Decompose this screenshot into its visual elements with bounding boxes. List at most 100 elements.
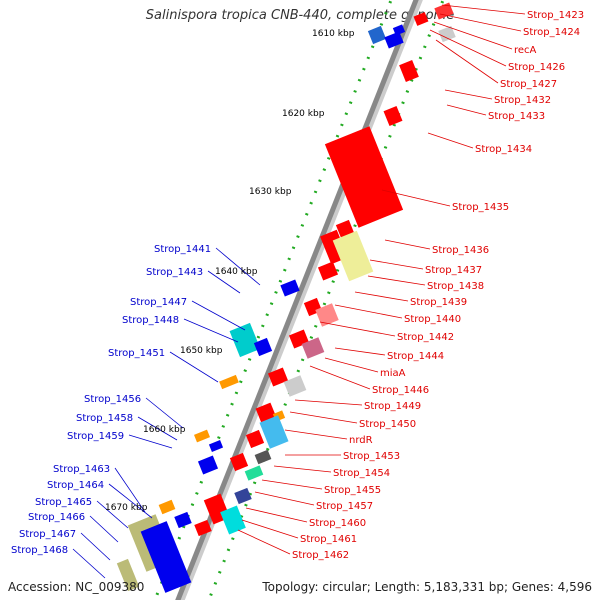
gene-label-reverse[interactable]: Strop_1467 [19,529,76,540]
gene-feature [229,452,249,472]
gene-label-forward[interactable]: nrdR [349,435,373,446]
tick-label: 1610 kbp [312,29,355,39]
gene-feature [335,219,355,239]
leader-line [96,500,129,529]
gene-label-forward[interactable]: Strop_1437 [425,265,482,276]
leader-line [309,365,371,390]
gene-feature [234,487,252,505]
gene-label-reverse[interactable]: Strop_1463 [53,464,110,475]
leader-line [241,519,299,539]
gene-feature [438,25,456,43]
gene-label-forward[interactable]: Strop_1426 [508,62,565,73]
gene-feature [194,429,210,443]
tick-label: 1630 kbp [249,187,292,197]
topology-label: Topology: circular; Length: 5,183,331 bp… [262,580,592,594]
gene-feature [244,465,264,481]
gene-feature [197,455,219,475]
gene-label-reverse[interactable]: Strop_1451 [108,348,165,359]
gene-feature [384,31,404,49]
accession-label: Accession: NC_009380 [8,580,145,594]
gene-label-forward[interactable]: Strop_1444 [387,351,444,362]
gene-feature [140,521,192,593]
gene-label-forward[interactable]: Strop_1434 [475,144,532,155]
gene-label-reverse[interactable]: Strop_1459 [67,431,124,442]
gene-label-forward[interactable]: Strop_1439 [410,297,467,308]
leader-line [254,491,315,506]
gene-label-forward[interactable]: Strop_1442 [397,332,454,343]
gene-label-forward[interactable]: Strop_1446 [372,385,429,396]
gene-label-forward[interactable]: recA [514,45,537,56]
gene-label-forward[interactable]: Strop_1461 [300,534,357,545]
gene-label-forward[interactable]: Strop_1449 [364,401,421,412]
gene-label-reverse[interactable]: Strop_1443 [146,267,203,278]
gene-label-reverse[interactable]: Strop_1456 [84,394,141,405]
gene-label-reverse[interactable]: Strop_1448 [122,315,179,326]
tick-label: 1620 kbp [282,109,325,119]
leader-line [367,275,426,286]
leader-line [439,13,522,32]
feature-track [116,2,456,593]
leader-line [435,39,499,84]
gene-label-forward[interactable]: Strop_1424 [523,27,580,38]
tick-label: 1640 kbp [215,267,258,277]
gene-feature [253,337,273,357]
gene-label-forward[interactable]: Strop_1423 [527,10,584,21]
gene-feature [245,429,265,449]
gene-label-forward[interactable]: Strop_1436 [432,245,489,256]
gene-feature [317,261,339,281]
gene-feature [220,505,246,535]
leader-line [381,189,451,207]
leader-line [114,467,146,513]
gene-label-forward[interactable]: Strop_1455 [324,485,381,496]
tick-labels: 1610 kbp 1620 kbp 1630 kbp 1640 kbp 1650 kbp… [105,29,355,513]
gene-label-forward[interactable]: Strop_1450 [359,419,416,430]
gene-label-forward[interactable]: miaA [380,368,406,379]
tick-label: 1660 kbp [143,425,186,435]
leader-line [284,429,348,440]
gene-label-forward[interactable]: Strop_1438 [427,281,484,292]
gene-label-forward[interactable]: Strop_1460 [309,518,366,529]
tick-label: 1670 kbp [105,503,148,513]
gene-feature [219,374,239,390]
leader-line [128,434,173,449]
leader-line [237,529,291,555]
gene-label-reverse[interactable]: Strop_1447 [130,297,187,308]
leader-line [108,483,153,519]
leader-line [441,4,526,15]
gene-label-forward[interactable]: Strop_1457 [316,501,373,512]
gene-feature [208,440,224,452]
gene-feature [399,60,419,82]
label-leaders [72,4,526,579]
leader-line [215,247,261,286]
leader-line [369,259,424,270]
gene-label-reverse[interactable]: Strop_1441 [154,244,211,255]
gene-label-forward[interactable]: Strop_1454 [333,468,390,479]
leader-line [169,351,219,383]
gene-label-forward[interactable]: Strop_1432 [494,95,551,106]
leader-line [80,532,111,561]
leader-line [294,399,363,406]
gene-label-forward[interactable]: Strop_1462 [292,550,349,561]
gene-label-reverse[interactable]: Strop_1466 [28,512,85,523]
gene-feature [116,558,140,592]
gene-feature [194,519,212,537]
gene-feature [280,279,300,297]
leader-line [89,515,119,543]
leader-line [334,347,386,356]
gene-feature [267,367,289,387]
gene-feature [383,105,403,127]
gene-label-forward[interactable]: Strop_1453 [343,451,400,462]
gene-label-forward[interactable]: Strop_1435 [452,202,509,213]
gene-label-forward[interactable]: Strop_1440 [404,314,461,325]
gene-label-forward[interactable]: Strop_1427 [500,79,557,90]
leader-line [191,300,246,331]
gene-label-reverse[interactable]: Strop_1468 [11,545,68,556]
leader-line [72,548,106,579]
gene-label-reverse[interactable]: Strop_1458 [76,413,133,424]
gene-label-reverse[interactable]: Strop_1464 [47,480,104,491]
gene-feature [413,12,429,26]
gene-label-reverse[interactable]: Strop_1465 [35,497,92,508]
gene-feature [301,337,325,359]
gene-label-forward[interactable]: Strop_1433 [488,111,545,122]
